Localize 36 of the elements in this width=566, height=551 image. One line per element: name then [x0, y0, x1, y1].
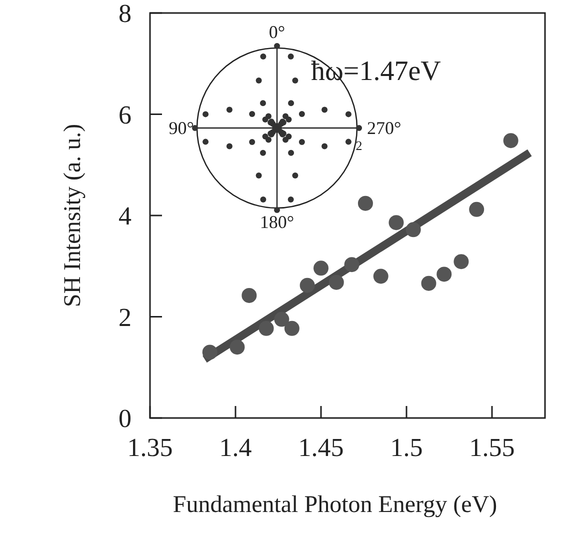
y-tick-label: 2 [118, 302, 132, 332]
point [503, 133, 518, 148]
point [421, 276, 436, 291]
x-tick-label: 1.45 [298, 433, 344, 462]
point [274, 312, 290, 327]
annotation: 180° [260, 212, 294, 232]
x-axis-title: Fundamental Photon Energy (eV) [172, 492, 498, 518]
y-tick-label: 8 [118, 0, 132, 28]
point [388, 215, 404, 230]
point [373, 268, 388, 284]
annotation: 2 [356, 138, 362, 153]
x-tick-label: 1.5 [390, 433, 423, 462]
point [258, 320, 274, 336]
x-tick-label: 1.35 [127, 433, 173, 462]
annotation: 90° [168, 118, 194, 138]
point [284, 320, 300, 336]
y-axis-title: SH Intensity (a. u.) [60, 124, 86, 308]
point [358, 196, 373, 211]
annotation: 270° [367, 118, 402, 138]
point [344, 257, 360, 272]
point [469, 202, 484, 217]
point [406, 222, 421, 238]
y-tick-label: 0 [118, 404, 132, 434]
point [328, 274, 344, 290]
y-tick-label: 6 [118, 100, 132, 130]
y-tick-label: 4 [118, 202, 132, 231]
annotation: 0° [268, 22, 286, 42]
point [230, 340, 245, 355]
point [242, 288, 257, 303]
point [436, 266, 452, 282]
x-tick-label: 1.4 [219, 433, 252, 462]
point [313, 260, 328, 276]
point [454, 254, 469, 270]
point [300, 278, 315, 293]
x-tick-label: 1.55 [469, 433, 515, 462]
point [202, 344, 218, 360]
